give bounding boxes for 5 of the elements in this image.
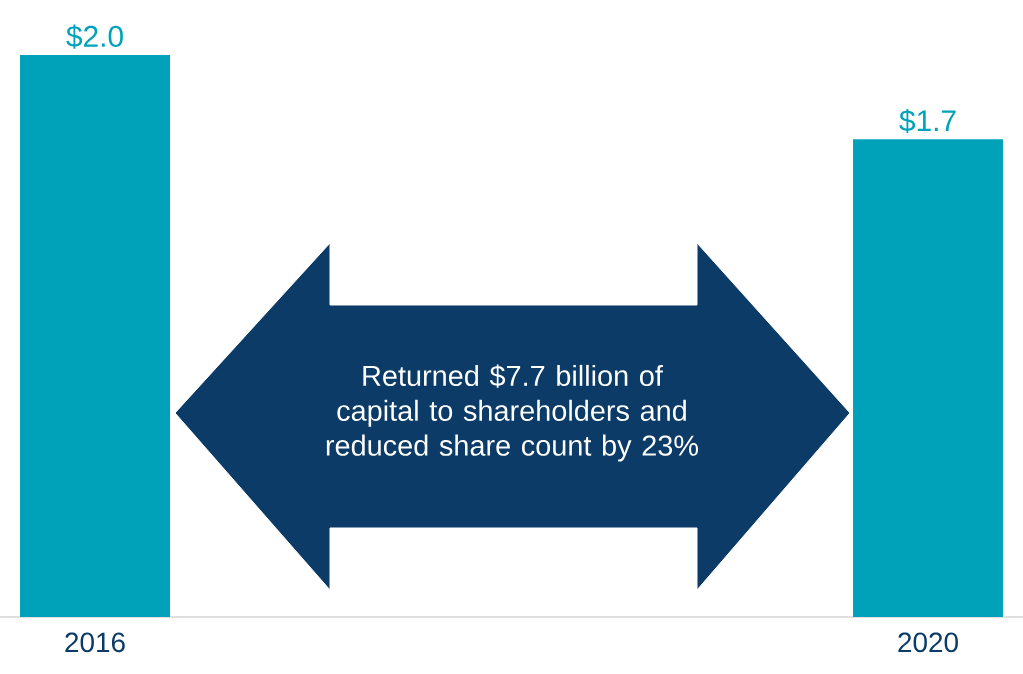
x-tick-label: 2020 <box>898 632 958 653</box>
data-label: $1.7 <box>899 108 956 134</box>
data-label: $2.0 <box>66 24 123 49</box>
annotation: Returned $7.7 billion of capital to shareholders and reduced share count by 23% <box>326 364 699 462</box>
x-tick-label: 2016 <box>65 632 125 653</box>
